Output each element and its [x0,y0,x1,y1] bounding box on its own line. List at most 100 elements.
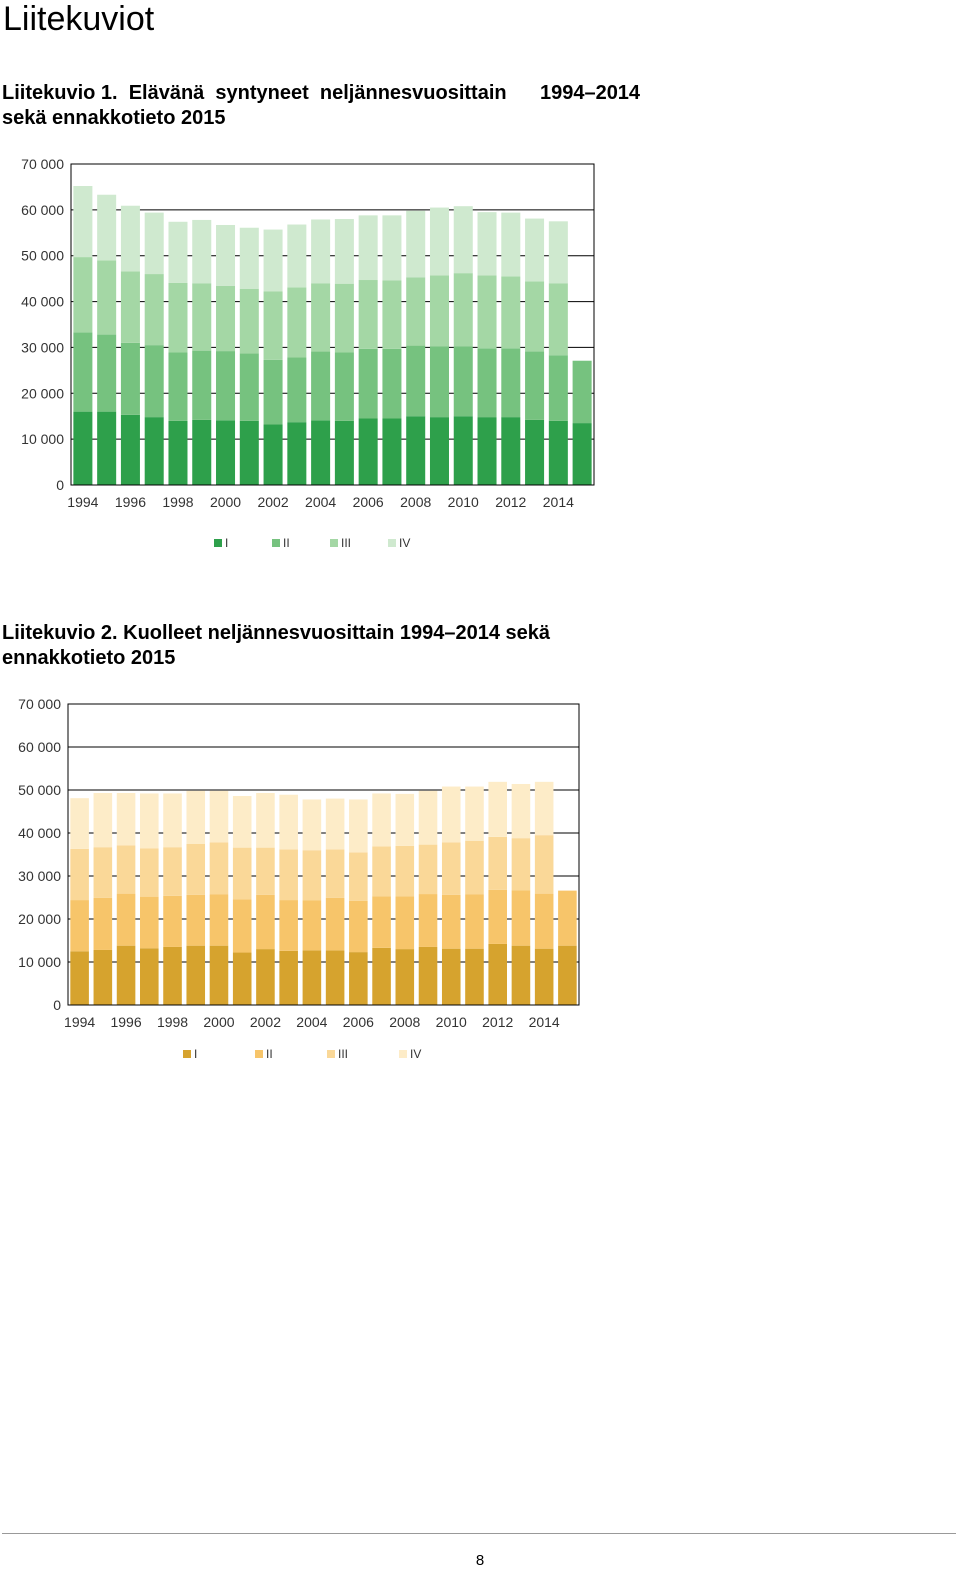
figure-1-caption-line-1: Liitekuvio 1. Elävänä syntyneet neljänne… [2,82,641,104]
bar-2005-II [325,897,345,951]
bar-1999-IV [192,219,212,284]
x-tick-label: 2008 [400,494,431,510]
bar-1996-II [116,893,136,946]
y-tick-label: 20 000 [21,385,64,401]
bar-2003-II [279,900,298,951]
bar-1996-II [120,342,140,415]
bar-1994-IV [73,186,93,258]
x-tick-label: 1996 [115,494,146,510]
bar-2014-II [534,893,554,949]
bar-2009-II [418,894,438,947]
bar-2012-III [501,276,521,349]
x-tick-label: 2000 [210,494,241,510]
bar-2007-III [372,846,391,897]
bar-2014-III [548,283,568,356]
bar-2002-III [263,291,283,360]
legend-label-I: I [225,536,228,550]
bar-2009-I [418,946,438,1005]
bar-2010-IV [453,206,473,274]
x-tick-label: 2000 [203,1014,234,1030]
bar-2013-IV [525,218,545,282]
bar-1994-III [70,848,89,901]
bar-1997-IV [140,793,159,849]
bar-1995-I [97,411,117,485]
x-tick-label: 1996 [110,1014,141,1030]
x-tick-label: 2010 [436,1014,467,1030]
bar-2003-IV [279,794,298,850]
bar-2001-III [239,288,259,354]
bar-2014-I [534,948,554,1005]
x-tick-label: 1998 [162,494,193,510]
legend-swatch-III [330,539,338,547]
bar-1999-I [192,419,212,485]
y-tick-label: 10 000 [18,954,61,970]
bar-1999-III [192,283,212,351]
bar-2010-II [441,894,461,949]
bar-2012-IV [488,781,507,837]
page-heading: Liitekuviot [3,0,155,38]
legend-label-I: I [194,1047,197,1061]
bar-2007-II [382,348,402,419]
bar-2012-I [488,943,507,1005]
legend-label-III: III [341,536,351,550]
bar-2002-IV [256,793,275,848]
bar-2004-III [302,850,322,901]
bar-1998-I [163,946,182,1005]
bar-2008-IV [395,793,415,846]
page-number: 8 [475,1552,485,1569]
bar-2008-I [395,949,415,1005]
bar-2011-IV [465,786,484,841]
bar-1995-II [93,897,113,950]
bar-2013-IV [511,783,531,839]
bar-2005-I [325,950,345,1005]
x-tick-label: 1994 [64,1014,95,1030]
x-tick-label: 2012 [495,494,526,510]
bar-2000-I [209,945,229,1005]
x-tick-label: 2002 [257,494,288,510]
bar-2014-IV [548,221,568,284]
bar-2003-I [287,422,307,485]
bar-2001-III [232,847,252,900]
bar-2006-II [358,348,378,419]
x-tick-label: 2014 [543,494,574,510]
births-chart: 0 10 000 20 000 30 000 40 000 50 000 60 000 70 … [21,156,595,550]
bar-2002-I [263,424,283,485]
bar-1998-I [168,420,188,485]
figure-2-caption: Liitekuvio 2. Kuolleet neljännesvuositta… [2,621,550,671]
bar-1998-II [163,895,182,947]
x-tick-label: 1998 [157,1014,188,1030]
y-tick-label: 60 000 [21,202,64,218]
bar-2010-III [441,842,461,895]
bar-1994-III [73,257,93,333]
bar-2000-I [216,420,236,485]
figure-1-caption-line-2: sekä ennakkotieto 2015 [2,107,226,129]
bar-1997-I [144,417,164,485]
x-tick-label: 2014 [529,1014,560,1030]
bar-2010-I [441,948,461,1005]
legend-swatch-I [214,539,222,547]
bar-1999-II [192,350,212,420]
bar-2009-IV [429,207,449,276]
bar-2002-III [256,847,275,895]
bar-2013-I [511,945,531,1005]
bar-2003-III [279,849,298,901]
bar-2010-II [453,346,473,417]
bar-2003-IV [287,224,307,288]
bar-1995-III [93,847,113,898]
bar-2000-III [209,842,229,895]
bar-2011-II [465,894,484,949]
bar-2008-III [406,277,426,346]
y-tick-label: 70 000 [18,696,61,712]
bar-2009-III [418,844,438,895]
bar-2005-II [334,352,354,421]
bar-2013-III [525,281,545,352]
bar-2000-IV [216,224,236,286]
bar-1998-IV [168,221,188,283]
bar-2005-IV [334,219,354,284]
bar-2007-IV [372,793,391,847]
bar-2014-IV [534,781,554,836]
bar-1995-I [93,949,113,1005]
x-tick-label: 2010 [448,494,479,510]
bar-2004-II [302,900,322,951]
plot-frame [70,163,595,486]
